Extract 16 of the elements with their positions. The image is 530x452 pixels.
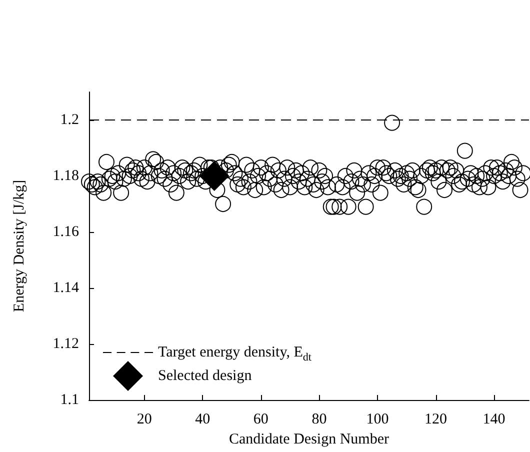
x-tick-label: 120: [424, 412, 448, 428]
x-tick-label: 80: [312, 412, 327, 428]
legend-label: Selected design: [158, 368, 252, 384]
x-tick-label: 40: [195, 412, 210, 428]
y-tick-label: 1.14: [52, 280, 80, 296]
y-tick-label: 1.16: [52, 224, 80, 240]
y-axis-title: Energy Density [J/kg]: [12, 180, 28, 312]
x-tick-label: 100: [366, 412, 389, 428]
x-tick-label: 60: [253, 412, 268, 428]
y-tick-label: 1.1: [60, 392, 79, 408]
x-tick-label: 20: [136, 412, 152, 428]
x-axis-title: Candidate Design Number: [229, 432, 389, 448]
y-tick-label: 1.2: [60, 112, 79, 128]
y-tick-label: 1.12: [52, 336, 79, 352]
y-tick-label: 1.18: [52, 168, 79, 184]
x-tick-label: 140: [482, 412, 506, 428]
